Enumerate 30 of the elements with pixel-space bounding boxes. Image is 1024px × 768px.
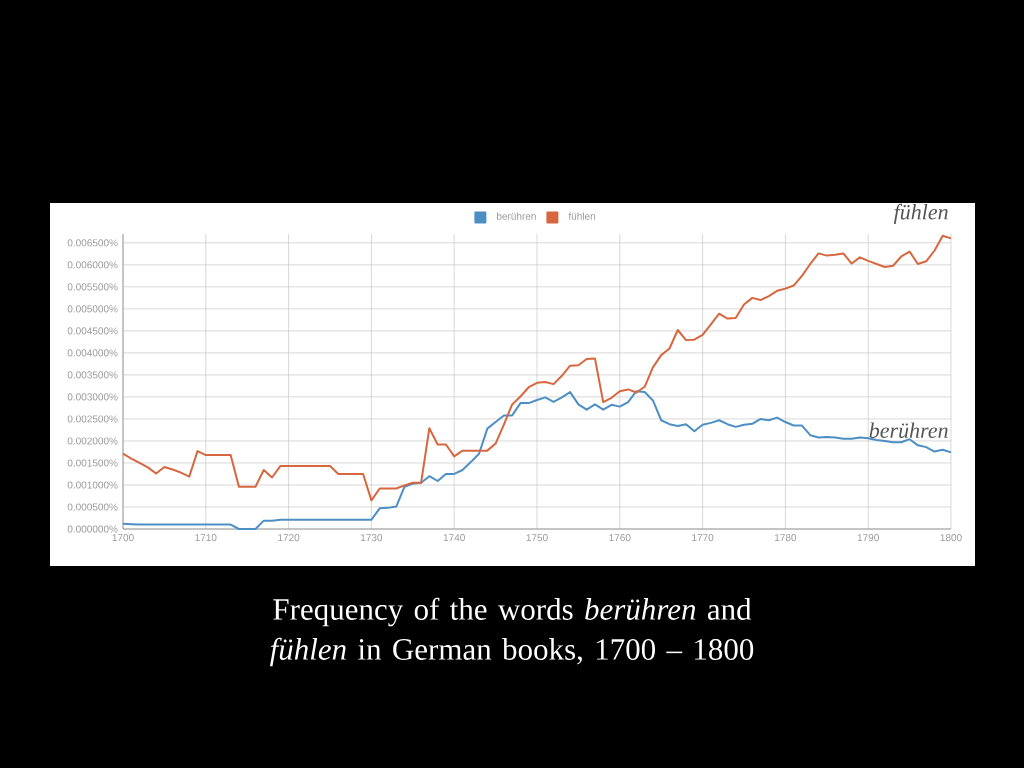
x-tick-label: 1720 <box>278 534 300 542</box>
annotation: berühren <box>869 422 948 438</box>
chart-title: Frequency of the words berühren and fühlen in German books, 1700 – 1800 <box>269 597 754 667</box>
y-tick-label: 0.001000% <box>67 481 118 489</box>
text: fühlen <box>893 203 948 225</box>
y-tick-label: 0.004500% <box>67 327 118 335</box>
x-tick-label: 1800 <box>940 534 962 542</box>
x-tick-label: 1710 <box>195 534 217 542</box>
x-tick-label: 1730 <box>361 534 383 542</box>
x-tick-label: 1770 <box>692 534 714 542</box>
y-tick-label: 0.002500% <box>67 415 118 423</box>
y-tick-label: 0.002000% <box>67 437 118 445</box>
y-tick-label: 0.005500% <box>67 283 118 291</box>
y-tick-label: 0.006000% <box>67 261 118 269</box>
y-tick-label: 0.003000% <box>67 393 118 401</box>
x-tick-label: 1750 <box>526 534 548 542</box>
y-tick-label: 0.000000% <box>67 525 118 533</box>
y-tick-label: 0.003500% <box>67 371 118 379</box>
legend-label: berühren <box>497 212 536 220</box>
y-tick-label: 0.005000% <box>67 305 118 313</box>
y-tick-label: 0.006500% <box>67 239 118 247</box>
y-tick-label: 0.000500% <box>67 503 118 511</box>
x-tick-label: 1780 <box>775 534 797 542</box>
x-tick-label: 1790 <box>857 534 879 542</box>
x-tick-label: 1760 <box>609 534 631 542</box>
legend-label: fühlen <box>568 212 595 220</box>
x-tick-label: 1700 <box>112 534 134 542</box>
y-tick-label: 0.004000% <box>67 349 118 357</box>
y-tick-label: 0.001500% <box>67 459 118 467</box>
x-tick-label: 1740 <box>443 534 465 542</box>
